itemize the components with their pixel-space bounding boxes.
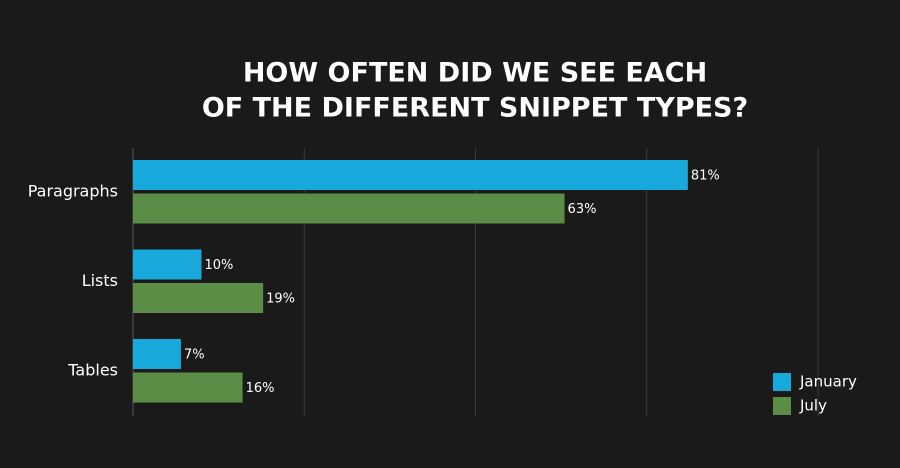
value-label: 10% <box>205 258 234 273</box>
bar <box>133 372 243 403</box>
y-tick-label: Lists <box>82 271 118 290</box>
legend-swatch <box>773 373 791 391</box>
value-label: 16% <box>246 381 275 396</box>
chart-title: HOW OFTEN DID WE SEE EACH <box>243 58 707 89</box>
value-label: 81% <box>691 169 720 184</box>
chart-title: OF THE DIFFERENT SNIPPET TYPES? <box>202 93 748 124</box>
bar <box>133 160 688 190</box>
value-label: 7% <box>184 348 205 363</box>
bar <box>133 283 264 313</box>
legend-label: July <box>799 397 827 415</box>
y-tick-label: Tables <box>67 360 118 379</box>
value-label: 63% <box>568 202 597 217</box>
bar <box>133 339 181 369</box>
legend-swatch <box>773 397 791 415</box>
bar <box>133 249 202 280</box>
legend-label: January <box>799 373 857 391</box>
y-tick-label: Paragraphs <box>28 181 118 200</box>
value-label: 19% <box>266 292 295 307</box>
bar <box>133 193 565 224</box>
